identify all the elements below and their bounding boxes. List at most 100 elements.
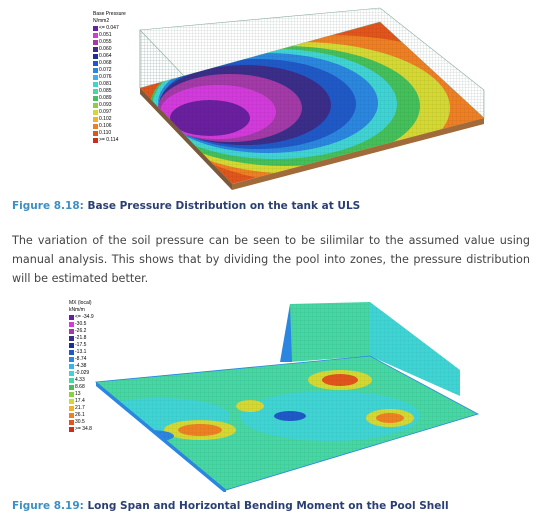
legend-row: <= 0.047 [93,25,126,32]
legend-row: -30.5 [69,321,94,328]
legend-swatch [93,54,98,59]
legend-swatch [93,47,98,52]
legend-row: 0.064 [93,53,126,60]
legend-swatch [69,371,74,376]
legend-label: -8.74 [75,356,87,362]
legend-swatch [69,364,74,369]
legend-row: 0.060 [93,46,126,53]
legend-swatch [93,96,98,101]
body-paragraph: The variation of the soil pressure can b… [12,234,530,285]
base-pressure-legend: Base Pressure N/mm2 <= 0.047 0.051 0.055 0.… [93,11,126,144]
legend-swatch [69,329,74,334]
legend-row: 0.093 [93,102,126,109]
legend-row: 0.051 [93,32,126,39]
legend-row: 17.4 [69,398,94,405]
bending-moment-figure: MX (local) kNm/m <= -34.9 -30.5 -26.2 -21.8… [0,296,538,492]
pressure-contours [140,22,484,184]
legend-row: -4.38 [69,363,94,370]
legend-swatch [69,427,74,432]
caption-text: Long Span and Horizontal Bending Moment … [87,500,449,512]
legend-row: 0.055 [93,39,126,46]
legend-label: 17.4 [75,398,85,404]
legend-swatch [93,82,98,87]
caption-number: Figure 8.18: [12,200,84,212]
legend-label: 0.064 [99,53,112,59]
legend-label: 0.106 [99,123,112,129]
legend-row: 0.097 [93,109,126,116]
legend-label: -4.38 [75,363,87,369]
legend-label: -30.5 [75,321,87,327]
legend-unit-line: N/mm2 [93,18,110,24]
legend-label: <= -34.9 [75,314,94,320]
legend-label: 0.060 [99,46,112,52]
legend-row: -13.1 [69,349,94,356]
legend-label: >= 34.8 [75,426,92,432]
slab-edge [140,88,232,190]
legend-swatch [93,124,98,129]
legend-swatch [69,336,74,341]
legend-swatch [69,420,74,425]
legend-swatch [93,40,98,45]
legend-label: 0.097 [99,109,112,115]
legend-swatch [69,385,74,390]
legend-row: 13 [69,391,94,398]
slab-edge [96,382,226,492]
legend-label: 13 [75,391,81,397]
legend-label: 0.093 [99,102,112,108]
legend-swatch [69,399,74,404]
legend-swatch [93,117,98,122]
legend-row: 0.110 [93,130,126,137]
legend-label: 0.085 [99,88,112,94]
legend-label: 0.051 [99,32,112,38]
slab-edge-front [232,118,484,190]
legend-swatch [69,378,74,383]
legend-label: -26.2 [75,328,87,334]
legend-swatch [93,61,98,66]
moment-contours [96,356,478,490]
legend-label: -21.8 [75,335,87,341]
bending-moment-legend: MX (local) kNm/m <= -34.9 -30.5 -26.2 -21.8… [69,300,94,433]
legend-label: 0.089 [99,95,112,101]
figure-caption-8-18: Figure 8.18: Base Pressure Distribution … [12,200,360,212]
legend-label: 0.076 [99,74,112,80]
legend-swatch [93,131,98,136]
base-pressure-contour-plot [139,7,485,190]
bending-moment-contour-plot [95,302,480,492]
legend-row: >= 0.114 [93,137,126,144]
legend-label: -13.1 [75,349,87,355]
legend-label: 0.081 [99,81,112,87]
legend-row: 0.102 [93,116,126,123]
legend-swatch [93,138,98,143]
legend-row: 0.072 [93,67,126,74]
legend-swatch [69,392,74,397]
legend-label: <= 0.047 [99,25,119,31]
legend-label: >= 0.114 [99,137,119,143]
legend-swatch [93,110,98,115]
legend-row: 0.076 [93,74,126,81]
legend-row: 0.089 [93,95,126,102]
legend-row: 30.5 [69,419,94,426]
legend-row: 26.1 [69,412,94,419]
legend-label: 0.055 [99,39,112,45]
legend-label: 8.68 [75,384,85,390]
legend-row: 21.7 [69,405,94,412]
legend-row: -26.2 [69,328,94,335]
legend-swatch [69,357,74,362]
legend-row: >= 34.8 [69,426,94,433]
legend-swatch [93,33,98,38]
legend-row: 8.68 [69,384,94,391]
legend-swatch [69,343,74,348]
legend-row: -8.74 [69,356,94,363]
legend-label: -0.029 [75,370,90,376]
legend-swatch [69,406,74,411]
legend-swatch [69,413,74,418]
legend-swatch [69,322,74,327]
legend-unit-line: kNm/m [69,307,85,313]
wall-strip [280,304,292,362]
legend-row: -17.5 [69,342,94,349]
legend-swatch [93,103,98,108]
legend-row: 0.068 [93,60,126,67]
legend-swatch [93,89,98,94]
legend-label: 4.33 [75,377,85,383]
legend-label: 0.072 [99,67,112,73]
